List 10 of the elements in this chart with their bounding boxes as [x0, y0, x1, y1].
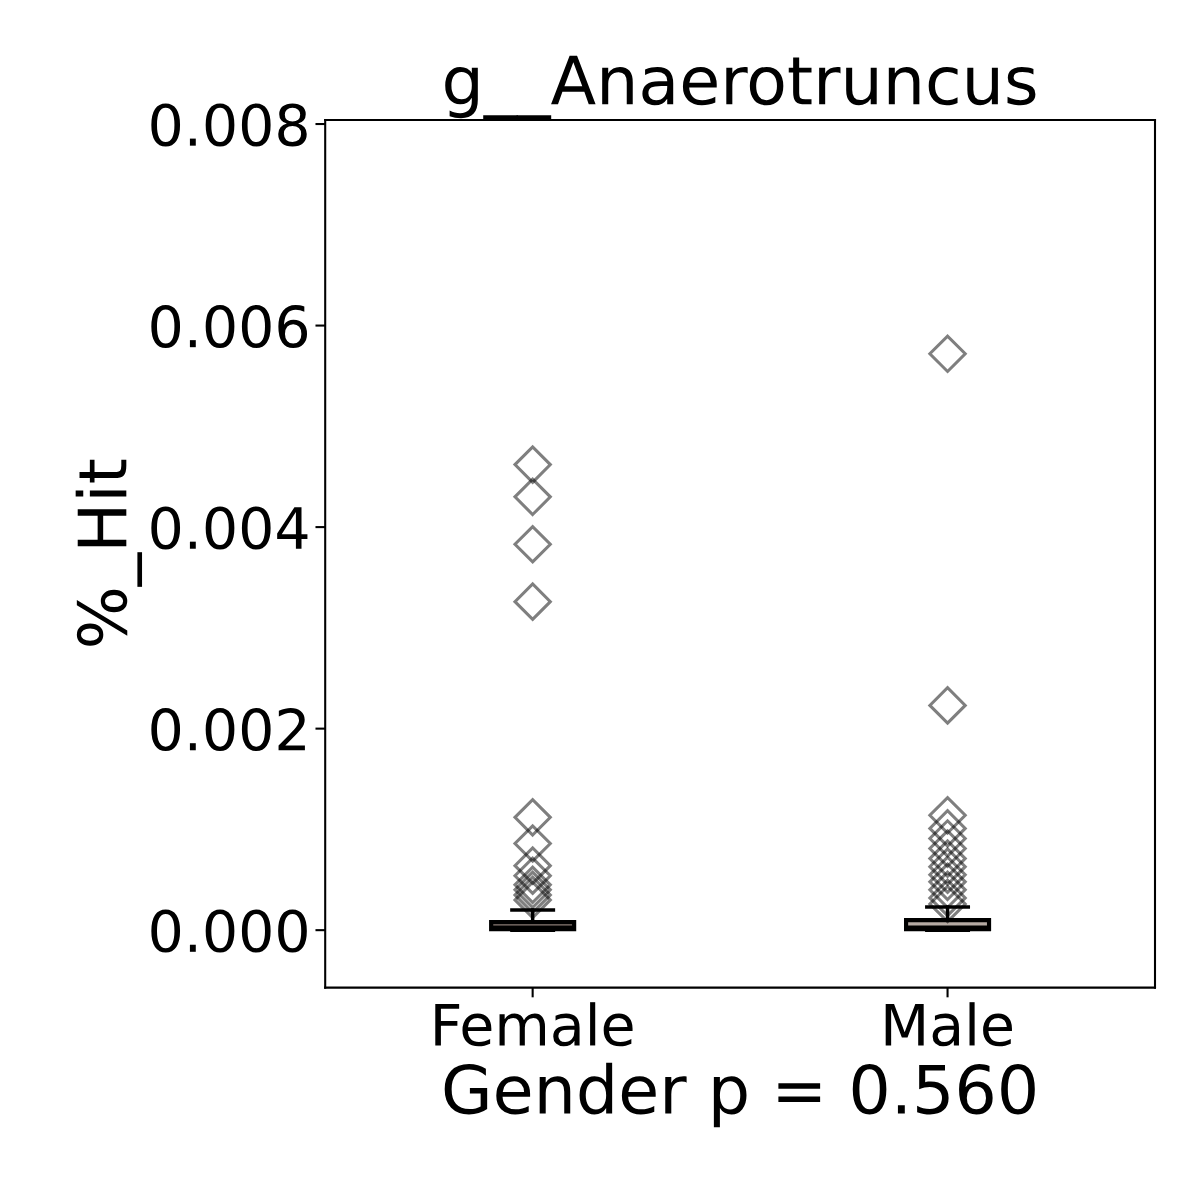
- y-tick-label: 0.006: [151, 304, 308, 349]
- y-tick-label: 0.004: [151, 506, 308, 550]
- chart-title: g__Anaerotruncus: [445, 55, 1036, 120]
- x-tick-label: Male: [885, 1002, 1012, 1047]
- y-tick-label: 0.008: [151, 103, 307, 147]
- y-tick-label: 0.000: [151, 909, 307, 953]
- y-tick-label: 0.002: [151, 708, 305, 752]
- y-axis-title: %_Hit: [75, 459, 143, 646]
- x-axis-title: Gender p = 0.560: [444, 1062, 1035, 1128]
- x-tick-label: Female: [435, 1002, 633, 1047]
